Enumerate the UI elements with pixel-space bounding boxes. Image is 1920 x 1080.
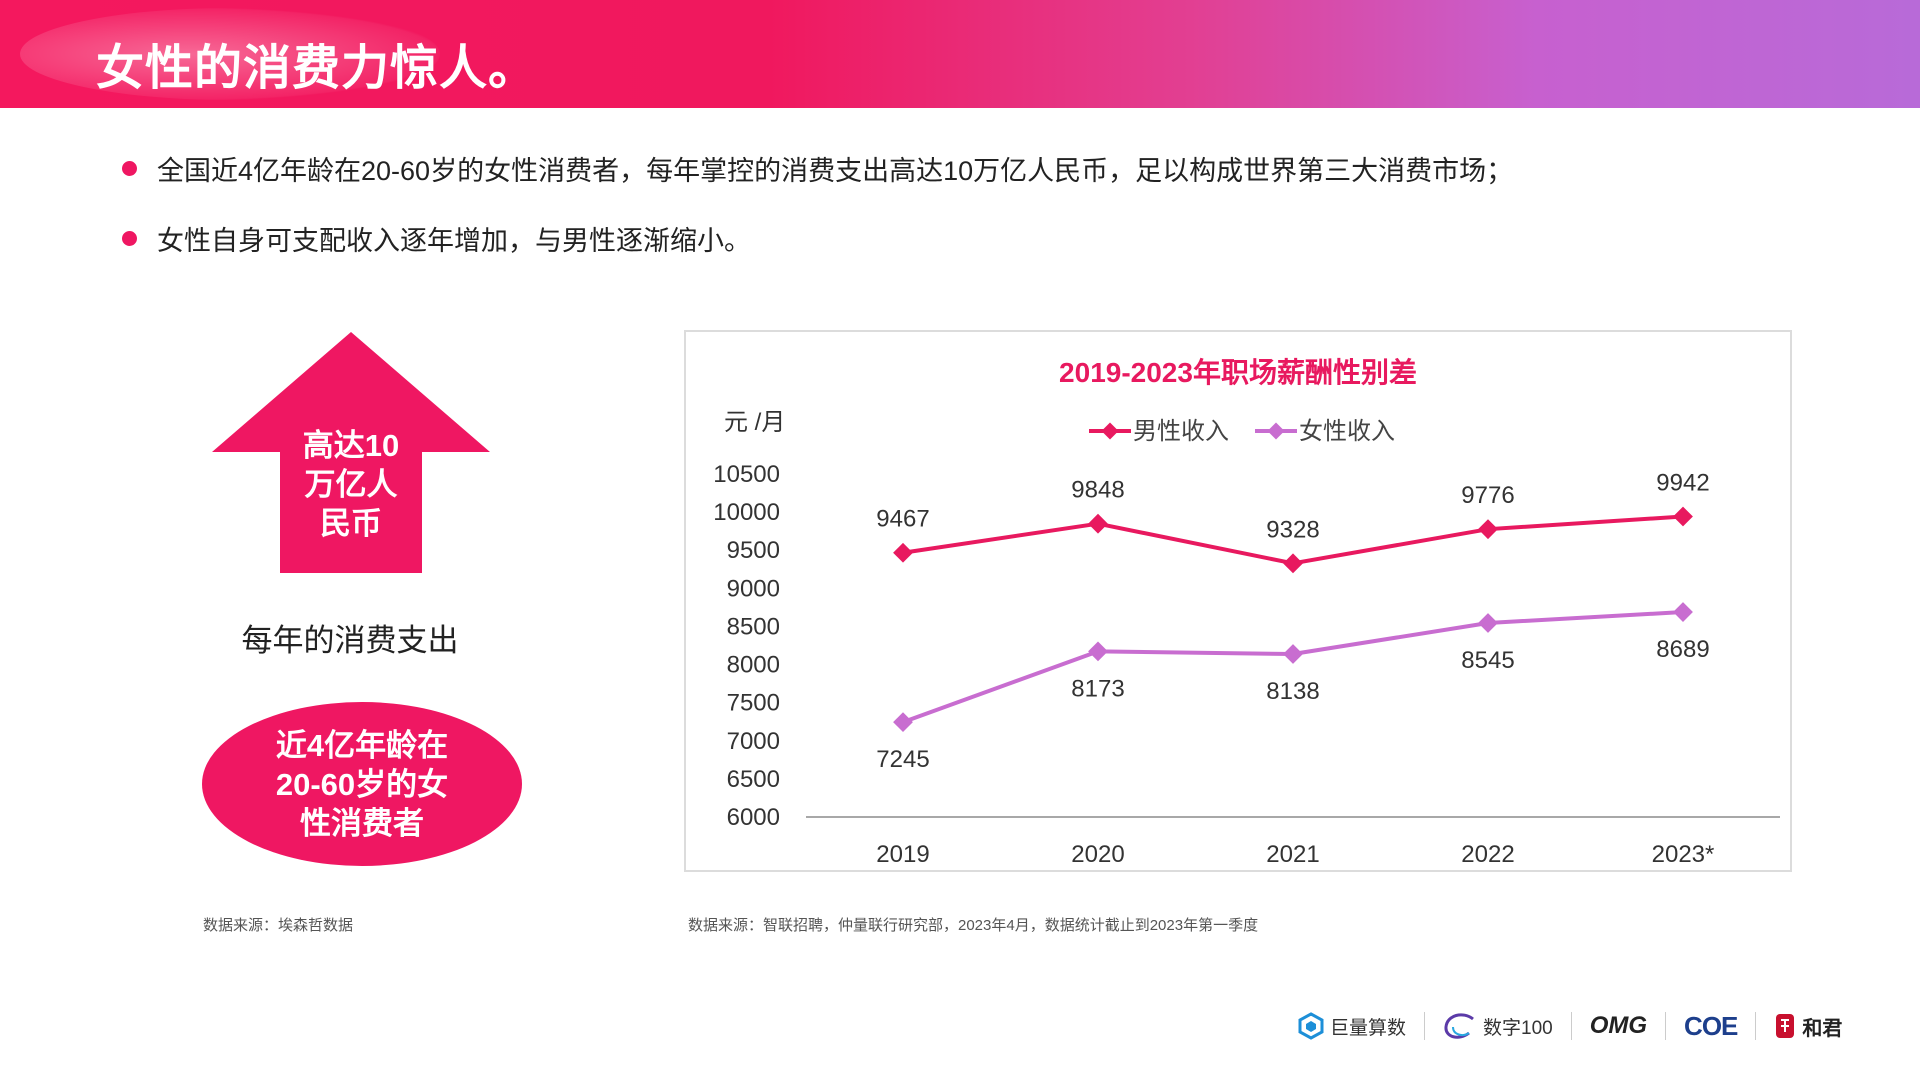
- logo-text: 巨量算数: [1330, 1017, 1407, 1039]
- y-tick-label: 7000: [727, 728, 780, 755]
- bullet-text: 女性自身可支配收入逐年增加，与男性逐渐缩小。: [157, 225, 751, 256]
- y-tick-label: 6000: [727, 804, 780, 831]
- y-axis-label: 元 /月: [724, 409, 785, 436]
- legend-label: 男性收入: [1133, 418, 1229, 445]
- data-label: 8173: [1071, 675, 1124, 702]
- data-label: 9942: [1656, 470, 1709, 497]
- legend-label: 女性收入: [1299, 418, 1395, 445]
- data-label: 9467: [876, 506, 929, 533]
- arrow-label-line: 万亿人: [304, 467, 398, 502]
- data-label: 9776: [1461, 482, 1514, 509]
- logo-omg: OMG: [1572, 1008, 1665, 1044]
- swirl-logo-icon: [1444, 1013, 1474, 1039]
- data-label: 8545: [1461, 647, 1514, 674]
- arrow-label-line: 高达10: [302, 428, 400, 463]
- x-tick-label: 2020: [1071, 841, 1124, 868]
- data-point: [1283, 644, 1303, 664]
- page-title: 女性的消费力惊人。: [96, 42, 538, 95]
- bullet-dot-icon: [122, 230, 137, 246]
- y-tick-label: 10000: [713, 499, 780, 526]
- ellipse-label-line: 20-60岁的女: [275, 766, 449, 802]
- logo-shuzi100: 数字100: [1425, 1008, 1571, 1044]
- data-point: [1673, 506, 1693, 527]
- legend-marker-icon: [1101, 422, 1119, 440]
- chart-title: 2019-2023年职场薪酬性别差: [1059, 356, 1417, 388]
- y-tick-label: 6500: [727, 766, 780, 793]
- y-tick-label: 8000: [727, 652, 780, 679]
- bullet-item: 全国近4亿年龄在20-60岁的女性消费者，每年掌控的消费支出高达10万亿人民币，…: [122, 148, 1513, 188]
- legend-marker-icon: [1267, 422, 1285, 440]
- logo-text: 和君: [1802, 1017, 1843, 1040]
- up-arrow: 高达10 万亿人 民币: [210, 330, 492, 575]
- coe-wordmark: COE: [1684, 1010, 1738, 1041]
- data-label: 9328: [1266, 516, 1319, 543]
- data-label: 8138: [1266, 678, 1319, 705]
- logo-divider: [1755, 1012, 1757, 1040]
- y-tick-label: 9500: [727, 537, 780, 564]
- y-tick-label: 9000: [727, 575, 780, 602]
- x-tick-label: 2023*: [1652, 841, 1715, 868]
- data-point: [893, 542, 913, 563]
- omg-wordmark: OMG: [1589, 1012, 1648, 1039]
- series-line-female: [902, 610, 1684, 724]
- up-arrow-icon: [212, 332, 490, 573]
- data-point: [1673, 602, 1693, 622]
- consumer-ellipse: 近4亿年龄在 20-60岁的女 性消费者: [202, 702, 522, 866]
- logo-juliang: 巨量算数: [1280, 1008, 1424, 1044]
- data-point: [1088, 513, 1108, 534]
- bullet-list: 全国近4亿年龄在20-60岁的女性消费者，每年掌控的消费支出高达10万亿人民币，…: [122, 148, 1513, 288]
- chart-panel: 2019-2023年职场薪酬性别差元 /月 男性收入 女性收入 6000 6500 700…: [684, 330, 1792, 872]
- ellipse-label-line: 性消费者: [300, 805, 424, 841]
- x-tick-label: 2021: [1266, 841, 1319, 868]
- logo-divider: [1424, 1012, 1426, 1040]
- data-label: 8689: [1656, 636, 1709, 663]
- logo-strip: 巨量算数 数字100 OMG COE 和君: [1280, 1008, 1860, 1044]
- logo-divider: [1570, 1012, 1572, 1040]
- bullet-item: 女性自身可支配收入逐年增加，与男性逐渐缩小。: [122, 218, 1513, 258]
- data-point: [1478, 519, 1498, 540]
- y-tick-label: 7500: [727, 690, 780, 717]
- logo-divider: [1665, 1012, 1667, 1040]
- source-note-left: 数据来源：埃森哲数据: [203, 917, 354, 934]
- data-label: 7245: [876, 746, 929, 773]
- logo-text: 数字100: [1483, 1017, 1553, 1039]
- data-label: 9848: [1071, 477, 1124, 504]
- arrow-label: 高达10 万亿人 民币: [280, 426, 422, 543]
- x-tick-label: 2019: [876, 841, 929, 868]
- logo-coe: COE: [1666, 1008, 1755, 1044]
- data-point: [1088, 641, 1108, 662]
- ellipse-label-line: 近4亿年龄在: [275, 727, 449, 763]
- x-tick-label: 2022: [1461, 841, 1514, 868]
- hexagon-logo-icon: [1298, 1012, 1324, 1040]
- data-point: [1283, 553, 1303, 574]
- arrow-label-line: 民币: [320, 506, 382, 541]
- bullet-dot-icon: [122, 160, 137, 176]
- arrow-caption: 每年的消费支出: [241, 623, 459, 658]
- header-band: 女性的消费力惊人。: [0, 0, 1920, 108]
- ellipse-label: 近4亿年龄在 20-60岁的女 性消费者: [262, 726, 462, 843]
- header-decoration: [20, 8, 440, 100]
- seal-logo-icon: [1776, 1014, 1795, 1038]
- data-point: [893, 712, 913, 733]
- y-tick-label: 10500: [713, 461, 780, 488]
- source-note-right: 数据来源：智联招聘，仲量联行研究部，2023年4月，数据统计截止到2023年第一…: [688, 917, 1259, 934]
- y-tick-label: 8500: [727, 613, 780, 640]
- data-point: [1478, 613, 1498, 633]
- bullet-text: 全国近4亿年龄在20-60岁的女性消费者，每年掌控的消费支出高达10万亿人民币，…: [157, 155, 1514, 186]
- logo-hejun: 和君: [1756, 1008, 1860, 1044]
